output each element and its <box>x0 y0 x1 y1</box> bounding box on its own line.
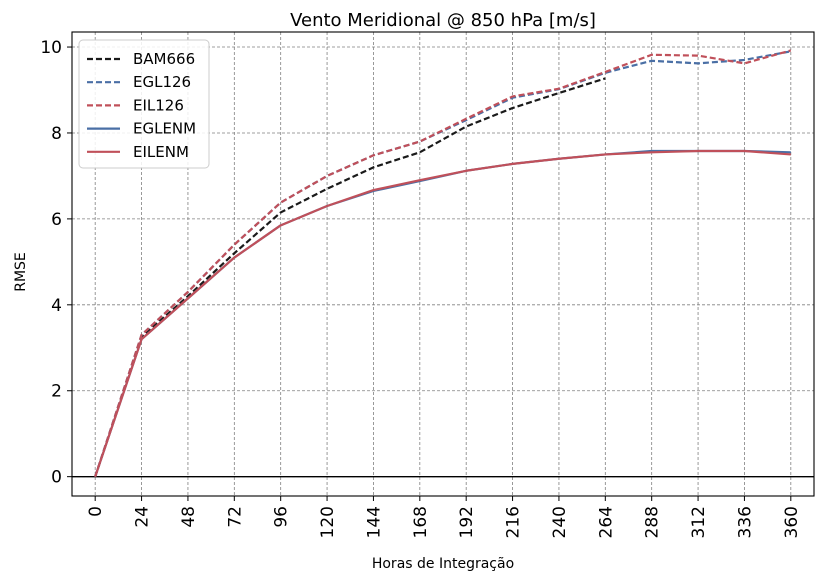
x-tick-label: 192 <box>457 506 477 538</box>
x-tick-label: 288 <box>643 506 663 538</box>
y-axis-label: RMSE <box>13 252 29 292</box>
x-tick-label: 0 <box>86 506 106 517</box>
x-axis-label: Horas de Integração <box>372 556 514 572</box>
ticks: 0 24 48 72 96 120 144 168 192 216 240 264 288 312 336 3… <box>40 38 801 538</box>
series-layer <box>94 49 792 478</box>
legend-label-egl126: EGL126 <box>133 73 191 91</box>
chart-title: Vento Meridional @ 850 hPa [m/s] <box>290 10 596 31</box>
x-tick-label: 216 <box>504 506 524 538</box>
series-line-eilenm <box>94 149 791 478</box>
plot-frame <box>71 31 815 497</box>
series-line-eil126 <box>94 49 792 478</box>
legend-label-eilenm: EILENM <box>133 143 189 161</box>
x-tick-label: 240 <box>550 506 570 538</box>
x-tick-label: 312 <box>689 506 709 538</box>
y-tick-label: 10 <box>40 38 62 58</box>
y-tick-label: 6 <box>51 210 62 230</box>
legend-label-eglenm: EGLENM <box>133 120 196 138</box>
x-tick-label: 144 <box>364 506 384 538</box>
x-tick-label: 336 <box>735 506 755 538</box>
x-tick-label: 168 <box>411 506 431 538</box>
legend-label-bam666: BAM666 <box>133 50 195 68</box>
y-tick-label: 4 <box>51 296 62 316</box>
x-tick-label: 360 <box>782 506 802 538</box>
y-tick-label: 2 <box>51 382 62 402</box>
y-tick-label: 0 <box>51 468 62 488</box>
x-tick-label: 24 <box>133 506 153 528</box>
x-tick-label: 264 <box>596 506 616 538</box>
series-line-bam666 <box>94 77 606 478</box>
x-tick-label: 48 <box>179 506 199 528</box>
legend-box <box>78 39 210 169</box>
legend: BAM666 EGL126 EIL126 EGLENM EILENM <box>78 39 210 169</box>
y-tick-label: 8 <box>51 124 62 144</box>
x-tick-label: 120 <box>318 506 338 538</box>
legend-label-eil126: EIL126 <box>133 96 184 114</box>
x-tick-label: 72 <box>225 506 245 528</box>
x-tick-label: 96 <box>272 506 292 528</box>
